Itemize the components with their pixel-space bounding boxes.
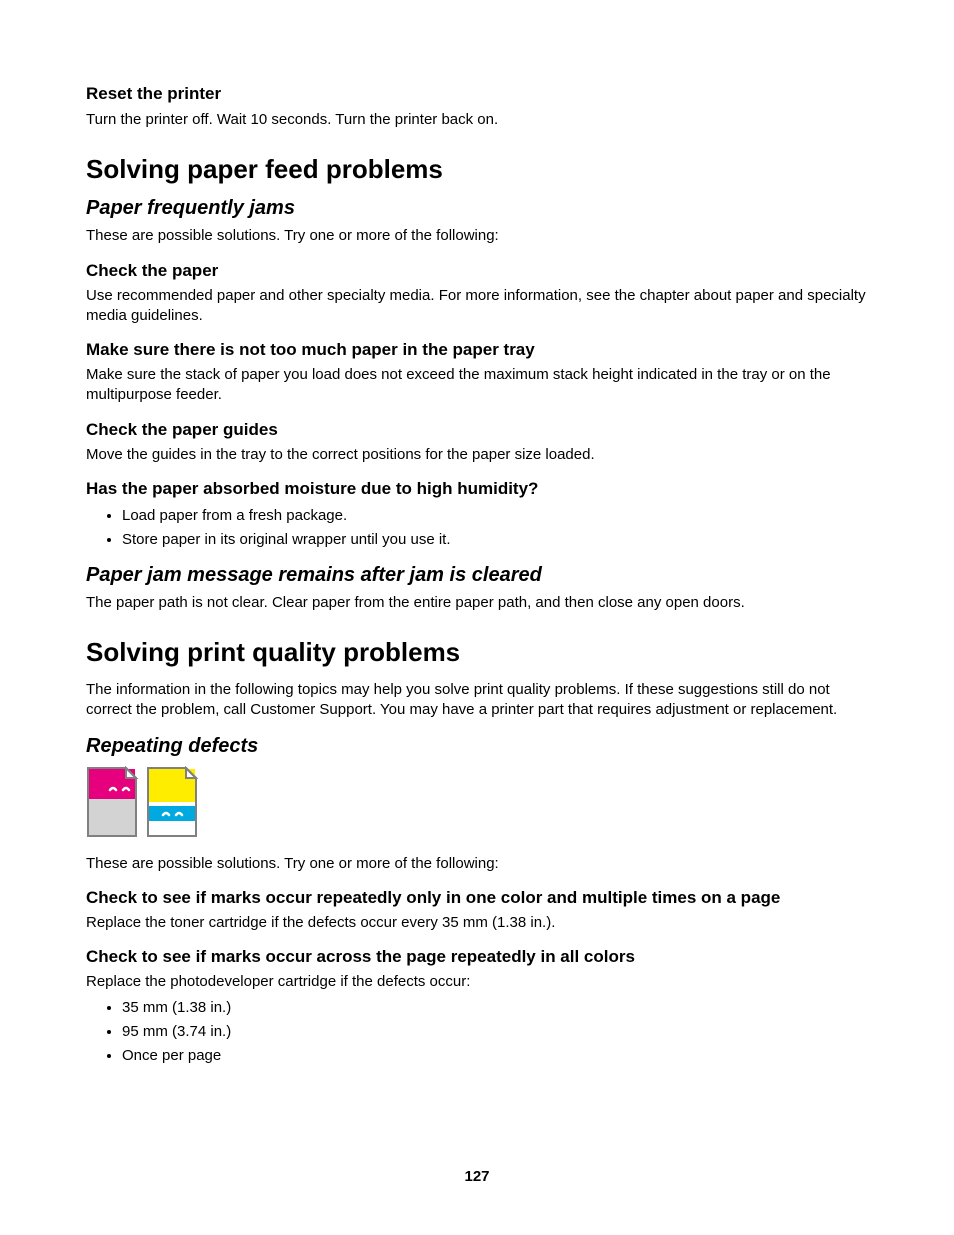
- heading-solving-print-quality: Solving print quality problems: [86, 637, 868, 668]
- text-reset-printer: Turn the printer off. Wait 10 seconds. T…: [86, 110, 868, 130]
- text-paper-guides: Move the guides in the tray to the corre…: [86, 445, 868, 465]
- list-item: Store paper in its original wrapper unti…: [122, 528, 868, 552]
- document-page: Reset the printer Turn the printer off. …: [0, 0, 954, 1235]
- heading-solving-paper-feed: Solving paper feed problems: [86, 154, 868, 185]
- list-moisture: Load paper from a fresh package. Store p…: [86, 504, 868, 552]
- text-print-quality-intro: The information in the following topics …: [86, 680, 868, 721]
- list-marks-all-colors: 35 mm (1.38 in.) 95 mm (3.74 in.) Once p…: [86, 996, 868, 1068]
- list-item: 95 mm (3.74 in.): [122, 1020, 868, 1044]
- text-paper-jams-intro: These are possible solutions. Try one or…: [86, 226, 868, 246]
- text-check-paper: Use recommended paper and other specialt…: [86, 286, 868, 327]
- heading-too-much-paper: Make sure there is not too much paper in…: [86, 340, 868, 360]
- heading-repeating-defects: Repeating defects: [86, 735, 868, 758]
- list-item: Load paper from a fresh package.: [122, 504, 868, 528]
- heading-paper-frequently-jams: Paper frequently jams: [86, 197, 868, 220]
- heading-moisture: Has the paper absorbed moisture due to h…: [86, 479, 868, 499]
- text-marks-all-colors: Replace the photodeveloper cartridge if …: [86, 972, 868, 992]
- repeating-defects-diagram: [86, 766, 868, 840]
- list-item: Once per page: [122, 1044, 868, 1068]
- text-repeating-defects-intro: These are possible solutions. Try one or…: [86, 854, 868, 874]
- page-number: 127: [0, 1168, 954, 1185]
- text-jam-message: The paper path is not clear. Clear paper…: [86, 593, 868, 613]
- heading-check-paper: Check the paper: [86, 261, 868, 281]
- heading-jam-message: Paper jam message remains after jam is c…: [86, 564, 868, 587]
- heading-marks-one-color: Check to see if marks occur repeatedly o…: [86, 888, 868, 908]
- text-too-much-paper: Make sure the stack of paper you load do…: [86, 365, 868, 406]
- list-item: 35 mm (1.38 in.): [122, 996, 868, 1020]
- heading-paper-guides: Check the paper guides: [86, 420, 868, 440]
- heading-marks-all-colors: Check to see if marks occur across the p…: [86, 947, 868, 967]
- heading-reset-printer: Reset the printer: [86, 84, 868, 104]
- text-marks-one-color: Replace the toner cartridge if the defec…: [86, 913, 868, 933]
